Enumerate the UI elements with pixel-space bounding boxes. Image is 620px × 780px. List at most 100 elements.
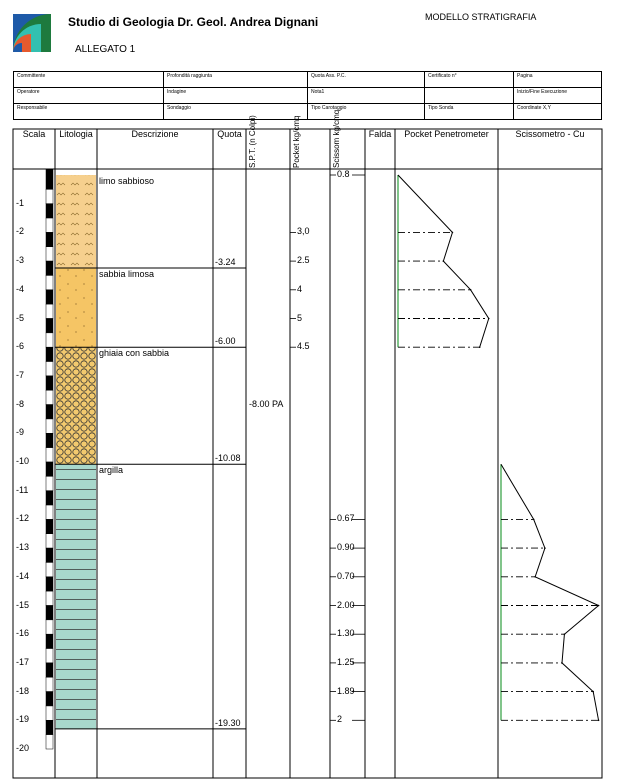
col-header-litologia: Litologia <box>59 129 93 139</box>
scale-label: -3 <box>16 255 25 266</box>
scale-segment <box>45 168 54 190</box>
scale-label: -9 <box>16 427 25 438</box>
scale-segment <box>45 519 54 535</box>
cu-profile-point <box>597 719 600 722</box>
pocket-profile-point <box>478 346 481 349</box>
scale-segment <box>45 203 54 219</box>
lithology-gravel <box>56 347 96 465</box>
scale-segment <box>45 332 54 348</box>
scale-segment <box>45 232 54 247</box>
scale-segment <box>45 734 54 750</box>
scale-segment <box>45 375 54 391</box>
spt-reading: -8.00 PA <box>249 398 284 409</box>
lithology-silt <box>56 175 96 268</box>
cu-profile-point <box>532 518 535 521</box>
cu-profile-point <box>561 662 563 664</box>
column-dividers <box>54 129 499 778</box>
scale-label: -18 <box>16 685 30 696</box>
scale-segment <box>45 705 54 721</box>
lithology-column <box>56 175 96 729</box>
info-table: Committente Profondità raggiunta Quota A… <box>13 71 602 120</box>
scale-label: -14 <box>16 570 30 581</box>
scale-segment <box>45 447 54 463</box>
cu-profile-point <box>563 633 566 635</box>
model-label: MODELLO STRATIGRAFIA <box>425 12 537 22</box>
col-header-descrizione: Descrizione <box>131 129 179 139</box>
scale-segment <box>45 318 54 334</box>
scale-segment <box>45 490 54 506</box>
layer-bottom-quota: -3.24 <box>215 256 236 267</box>
scale-label: -6 <box>16 341 25 352</box>
scale-label: -4 <box>16 283 25 294</box>
scale-segment <box>45 533 54 549</box>
scale-segment <box>45 720 54 735</box>
scissom-reading: 0.67 <box>337 513 355 524</box>
scale-label: -19 <box>16 714 30 725</box>
scale-label: -1 <box>16 197 25 208</box>
info-cell: Tipo Carotaggio <box>307 103 425 120</box>
scale-label: -16 <box>16 628 30 639</box>
scale-label: -13 <box>16 542 30 553</box>
cu-profile-point <box>544 547 546 549</box>
layer-description: limo sabbioso <box>99 176 155 186</box>
depth-scale-bar <box>45 168 54 750</box>
scale-segment <box>45 562 54 578</box>
pocket-reading: 4.5 <box>297 341 310 352</box>
scissom-reading: 0.90 <box>337 542 355 553</box>
col-header-scala: Scala <box>22 129 46 139</box>
studio-title: Studio di Geologia Dr. Geol. Andrea Dign… <box>68 15 319 29</box>
cu-profile-point <box>592 690 594 693</box>
scale-segment <box>45 404 54 420</box>
scale-segment <box>45 662 54 678</box>
pocket-penetrometer-chart <box>397 174 490 349</box>
cu-profile-point <box>597 604 600 607</box>
scale-segment <box>45 576 54 592</box>
col-header-falda: Falda <box>368 129 392 139</box>
pocket-reading: 3,0 <box>297 226 310 237</box>
col-header-scissometro: Scissometro - Cu <box>515 129 585 139</box>
layer-bottom-quota: -6.00 <box>215 336 236 347</box>
scale-segment <box>45 547 54 563</box>
scissom-reading: 2.00 <box>337 599 355 610</box>
layer-description: ghiaia con sabbia <box>99 348 170 359</box>
col-header-quota: Quota <box>217 129 242 139</box>
layer-bottom-quota: -19.30 <box>215 717 241 728</box>
scale-label: -11 <box>16 484 29 495</box>
studio-logo <box>13 14 51 52</box>
scissom-reading: 0.8 <box>337 169 350 179</box>
pocket-profile-line <box>397 174 490 348</box>
layer-boundaries <box>55 267 246 730</box>
pocket-profile-point <box>442 260 445 262</box>
pocket-reading: 4 <box>297 283 303 294</box>
col-header-spt: S.P.T. (n Colpi) <box>248 115 257 168</box>
layer-bottom-quota: -10.08 <box>215 453 241 464</box>
attachment-label: ALLEGATO 1 <box>75 44 136 55</box>
scissom-reading: 1.25 <box>337 656 355 667</box>
scale-label: -17 <box>16 656 30 667</box>
scale-label: -7 <box>16 369 25 380</box>
scale-label: -12 <box>16 513 30 524</box>
scale-segment <box>45 418 54 434</box>
scale-segment <box>45 361 54 377</box>
scale-label: -10 <box>16 456 30 466</box>
scale-segment <box>45 289 54 305</box>
lithology-sand <box>56 267 96 348</box>
scale-segment <box>45 590 54 606</box>
scale-segment <box>45 605 54 621</box>
pocket-profile-point <box>469 289 472 291</box>
scale-segment <box>45 648 54 664</box>
scissom-reading: 0.70 <box>337 570 355 581</box>
info-cell: Responsabile <box>13 103 164 120</box>
scale-label: -8 <box>16 398 25 409</box>
cu-profile-point <box>534 576 536 578</box>
scissom-reading: 1.30 <box>337 628 355 639</box>
reading-ticks <box>290 174 365 721</box>
scale-segment <box>45 346 54 362</box>
pocket-profile-point <box>451 231 454 234</box>
scissometer-chart <box>500 464 600 722</box>
scale-segment <box>45 461 54 477</box>
scale-label: -5 <box>16 312 25 323</box>
scale-segment <box>45 633 54 649</box>
